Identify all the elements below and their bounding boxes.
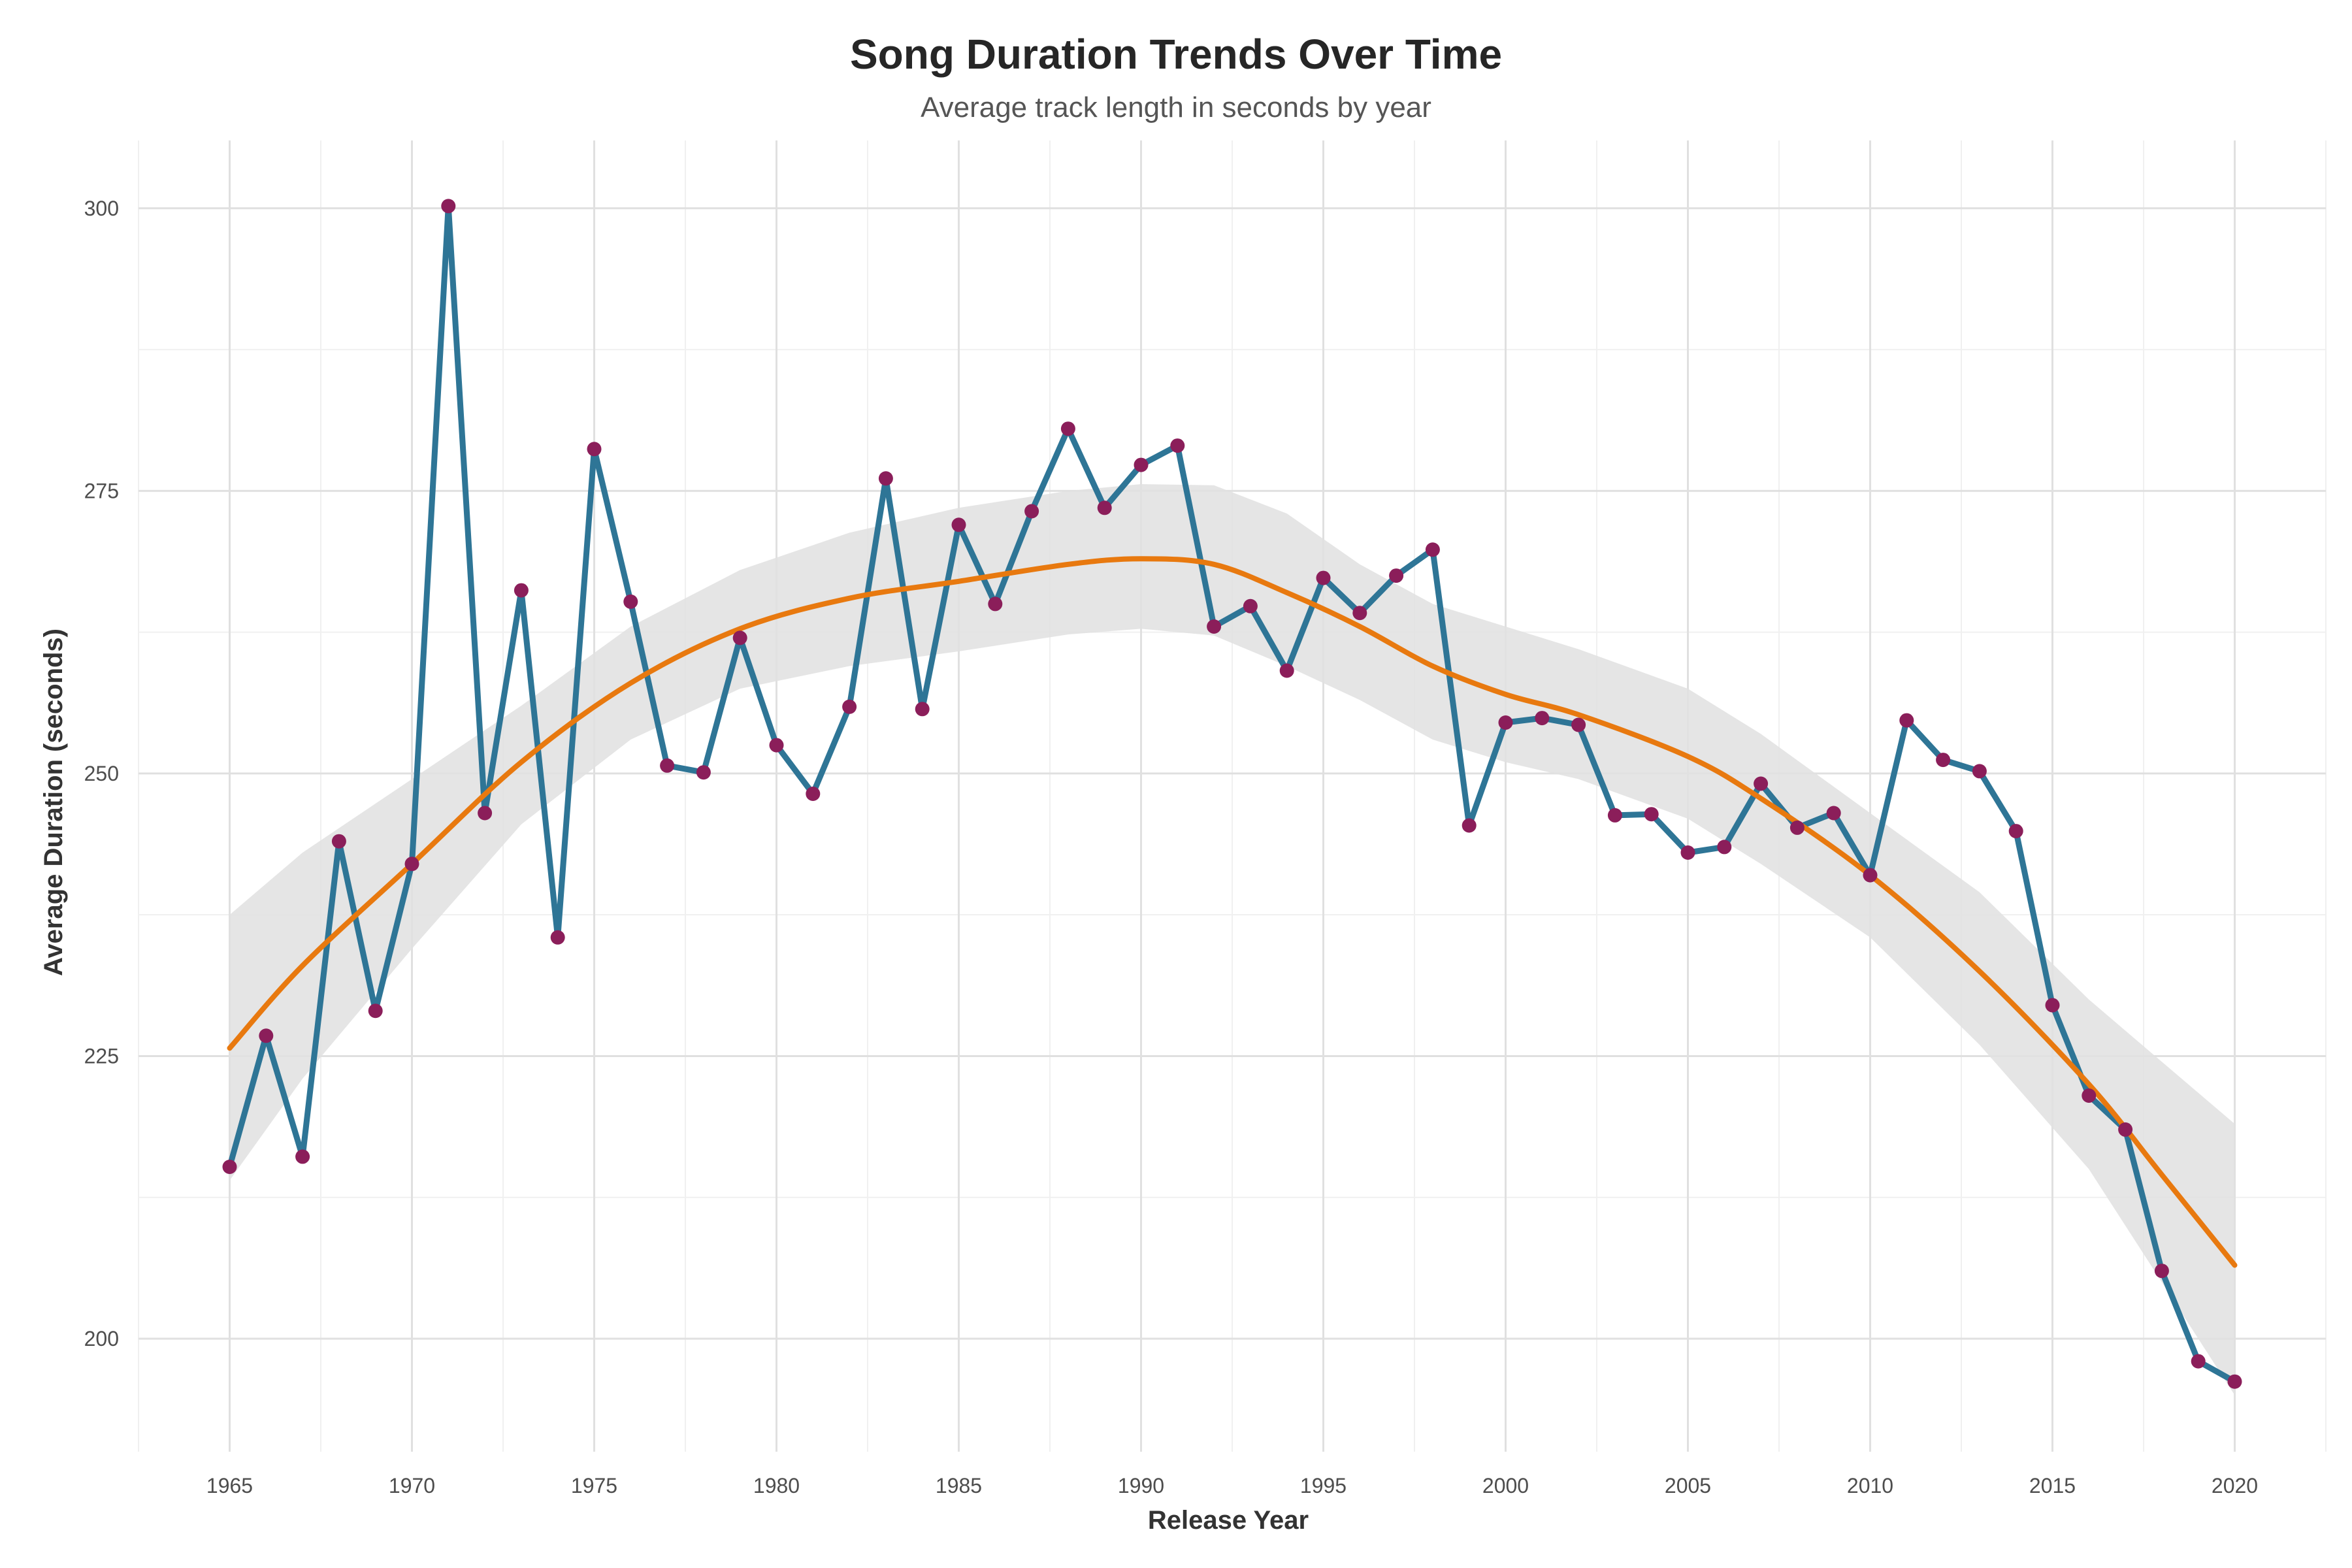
data-point [1863,868,1878,883]
x-tick-label: 1985 [936,1474,982,1497]
x-tick-label: 2010 [1847,1474,1893,1497]
y-tick-label: 250 [84,762,119,785]
data-point [1389,568,1404,583]
data-point [806,787,821,801]
data-point [514,583,529,598]
data-point [1279,663,1294,678]
y-tick-label: 200 [84,1327,119,1350]
data-point [1680,845,1695,860]
data-point [1535,711,1550,726]
data-point [478,806,493,821]
data-point [878,471,893,486]
x-axis-title: Release Year [1148,1506,1309,1535]
data-point [1425,542,1440,557]
x-tick-label: 1980 [753,1474,800,1497]
data-point [915,702,930,717]
data-point [259,1028,274,1043]
y-tick-label: 275 [84,479,119,502]
data-point [1352,606,1367,621]
data-point [1644,807,1659,822]
x-tick-label: 2005 [1665,1474,1711,1497]
data-point [1826,806,1841,821]
chart-title: Song Duration Trends Over Time [849,31,1503,78]
x-tick-label: 2020 [2212,1474,2258,1497]
x-tick-label: 1970 [389,1474,435,1497]
data-point [1754,776,1769,791]
data-point [951,517,966,532]
duration-line [227,203,2238,1385]
data-point [404,857,419,872]
data-point [587,442,602,457]
data-point [1607,808,1622,823]
data-point [2082,1088,2097,1103]
x-axis-ticks: 1965 1970 1975 1980 1985 1990 1995 2000 2005 2010… [206,1474,2258,1497]
data-point [441,199,456,214]
data-point [2191,1354,2206,1369]
data-point [1972,764,1987,779]
y-tick-label: 225 [84,1044,119,1068]
data-point [368,1004,383,1019]
data-point [2008,824,2023,839]
data-point [1936,753,1951,768]
x-tick-label: 1990 [1118,1474,1164,1497]
data-point [550,930,565,945]
data-point [623,594,638,609]
data-point [1789,820,1805,835]
data-point [295,1149,310,1164]
data-point [2227,1374,2242,1389]
data-point [1243,598,1258,613]
chart-subtitle: Average track length in seconds by year [921,91,1431,123]
x-tick-label: 2000 [1482,1474,1529,1497]
data-point [842,699,857,714]
data-point [1498,715,1513,730]
data-point [1899,713,1914,728]
data-point [696,765,711,780]
data-point [1462,818,1477,833]
y-tick-label: 300 [84,197,119,220]
data-point [1170,438,1185,453]
data-point [1024,504,1039,519]
y-axis-title: Average Duration (seconds) [39,629,68,976]
data-point [2154,1264,2169,1279]
data-points-layer [222,199,2242,1389]
x-tick-label: 2015 [2029,1474,2076,1497]
duration-line-layer [227,203,2238,1385]
x-tick-label: 1995 [1300,1474,1347,1497]
data-point [1717,840,1732,855]
data-point [1060,421,1075,436]
data-point [660,758,675,773]
data-point [331,834,346,849]
data-point [2118,1122,2133,1137]
data-point [1134,457,1149,472]
data-point [1571,717,1586,732]
data-point [769,738,784,753]
smooth-trend-line [227,556,2238,1268]
smooth-trend-layer [227,556,2238,1268]
data-point [2045,998,2060,1013]
data-point [1207,619,1222,634]
x-tick-label: 1975 [571,1474,617,1497]
data-point [222,1160,237,1174]
data-point [732,630,747,645]
data-point [1316,570,1331,585]
minor-gridlines [138,140,2327,1452]
x-tick-label: 1965 [206,1474,253,1497]
y-axis-ticks: 200 225 250 275 300 [84,197,119,1350]
data-point [1097,500,1112,515]
data-point [988,596,1003,612]
